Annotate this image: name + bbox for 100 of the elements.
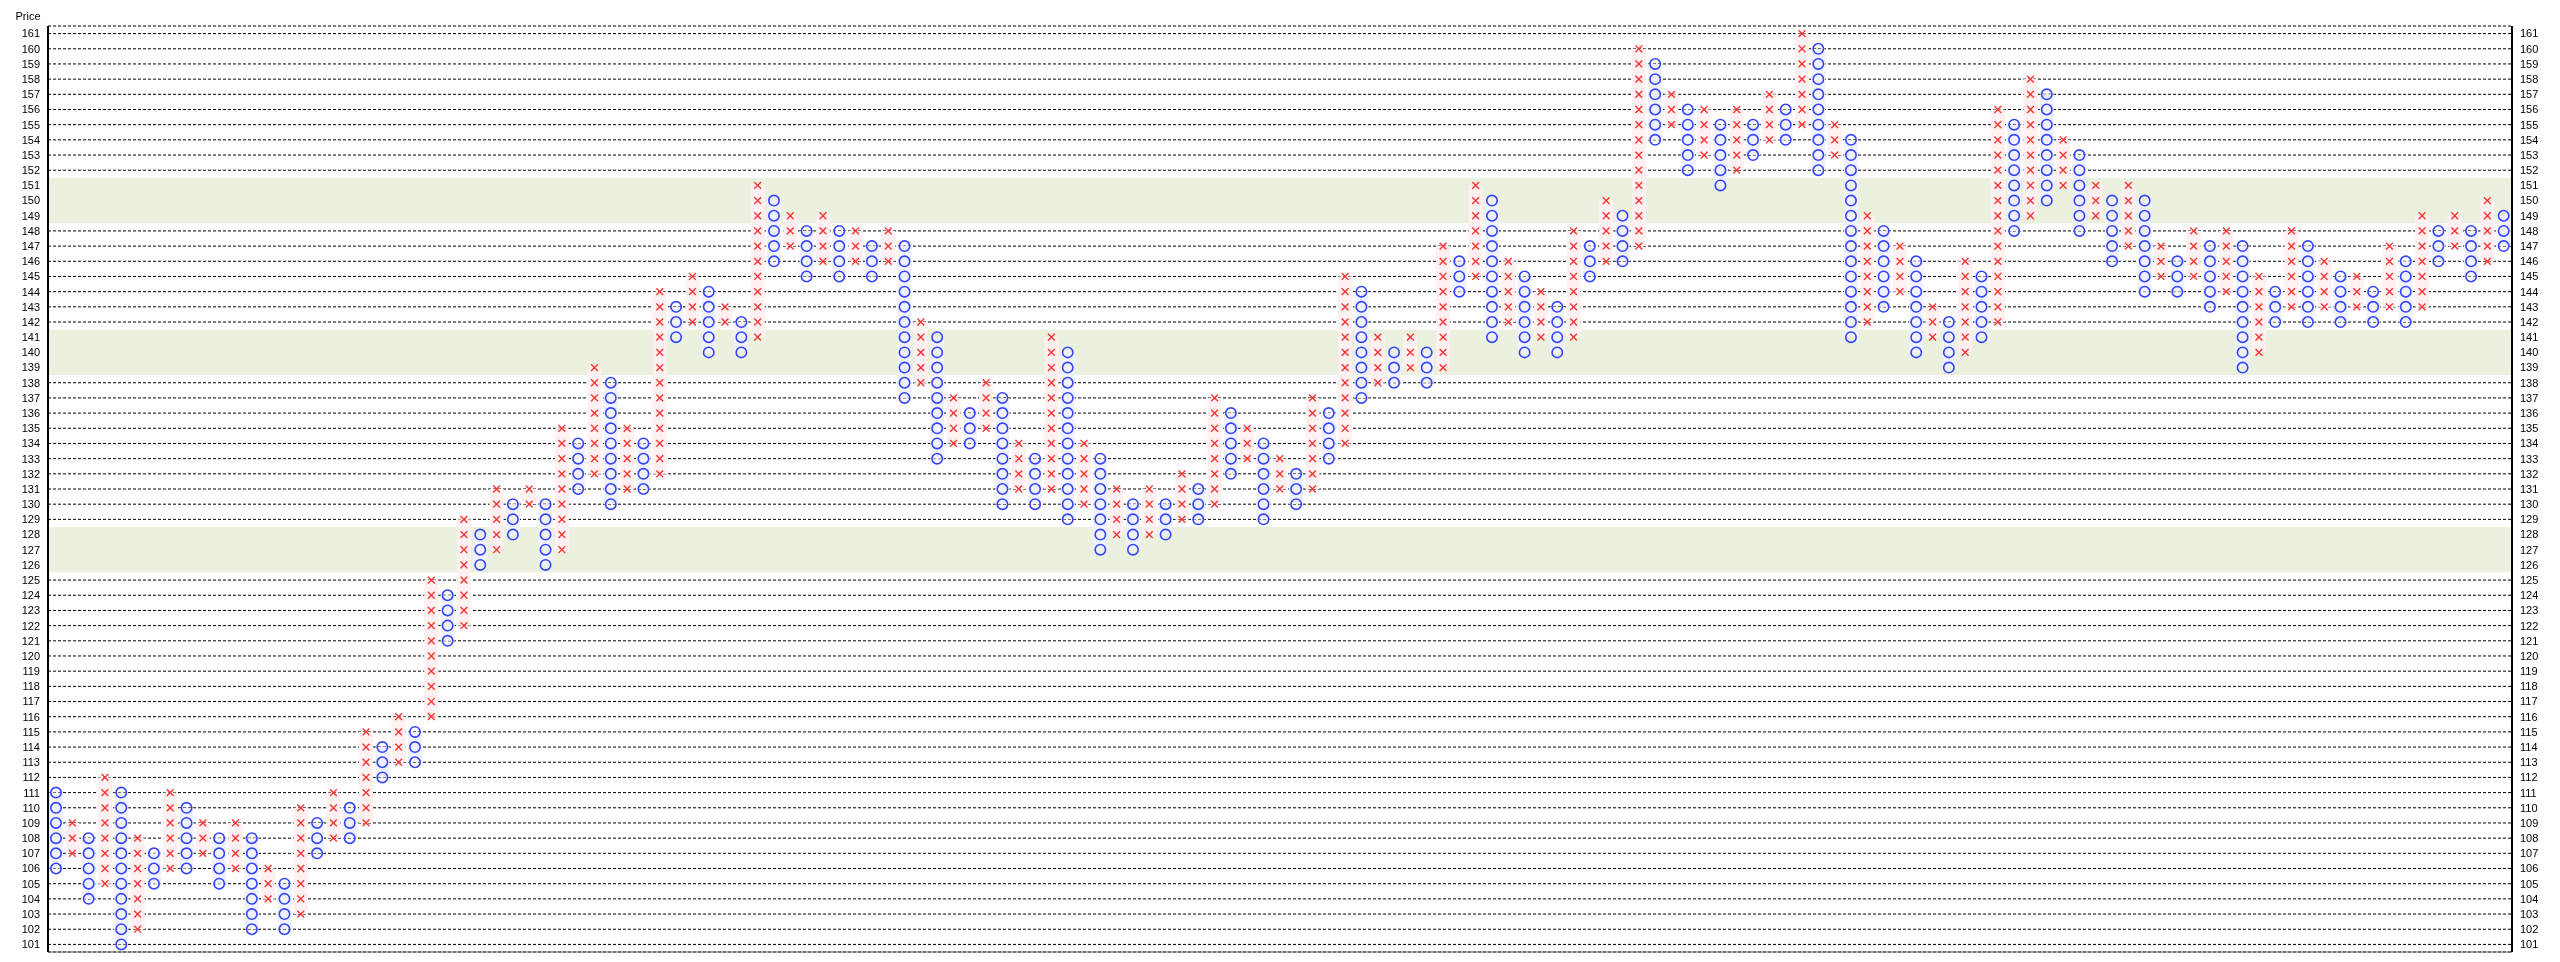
y2-tick-label: 121 xyxy=(2520,634,2539,647)
y2-tick-label: 110 xyxy=(2520,801,2538,814)
y-tick-label: 143 xyxy=(21,300,40,313)
y-tick-label: 146 xyxy=(21,255,40,268)
y2-tick-label: 150 xyxy=(2520,194,2539,207)
y-tick-label: 161 xyxy=(21,27,40,40)
y2-tick-label: 139 xyxy=(2520,361,2539,374)
y-tick-label: 135 xyxy=(21,422,40,435)
y2-tick-label: 159 xyxy=(2520,57,2539,70)
y2-tick-label: 135 xyxy=(2520,422,2539,435)
y2-tick-label: 101 xyxy=(2520,938,2539,951)
y2-tick-label: 144 xyxy=(2520,285,2539,298)
y-tick-label: 128 xyxy=(21,528,40,541)
y2-tick-label: 117 xyxy=(2520,695,2538,708)
y-tick-label: 102 xyxy=(21,923,40,936)
y2-tick-label: 112 xyxy=(2520,771,2538,784)
y-tick-label: 105 xyxy=(21,877,40,890)
y2-tick-label: 114 xyxy=(2520,740,2538,753)
y-tick-label: 107 xyxy=(21,847,40,860)
y-tick-label: 103 xyxy=(21,907,40,920)
y-tick-label: 152 xyxy=(21,164,40,177)
y2-tick-label: 136 xyxy=(2520,407,2539,419)
y-tick-label: 148 xyxy=(21,224,40,237)
y2-tick-label: 123 xyxy=(2520,604,2539,617)
y-tick-label: 147 xyxy=(21,240,40,253)
y-tick-label: 101 xyxy=(21,938,40,951)
y2-tick-label: 125 xyxy=(2520,573,2539,586)
y2-tick-label: 118 xyxy=(2520,680,2538,693)
y-tick-label: 140 xyxy=(21,346,40,359)
y2-tick-label: 102 xyxy=(2520,923,2539,936)
y2-tick-label: 132 xyxy=(2520,467,2539,480)
y-tick-label: 119 xyxy=(22,665,40,678)
y2-tick-label: 109 xyxy=(2520,816,2539,829)
y-tick-label: 122 xyxy=(21,619,40,632)
y-tick-label: 109 xyxy=(21,816,40,829)
y-tick-label: 145 xyxy=(21,270,40,283)
y-tick-label: 115 xyxy=(22,725,40,738)
y2-tick-label: 138 xyxy=(2520,376,2539,389)
y-tick-label: 160 xyxy=(21,42,40,55)
y-tick-label: 130 xyxy=(21,498,40,511)
y2-tick-label: 140 xyxy=(2520,346,2539,359)
y-tick-label: 133 xyxy=(21,452,40,465)
y-tick-label: 138 xyxy=(21,376,40,389)
y-tick-label: 116 xyxy=(22,710,40,723)
y2-tick-label: 151 xyxy=(2520,179,2539,192)
y-tick-label: 110 xyxy=(22,801,40,814)
y2-tick-label: 104 xyxy=(2520,892,2539,905)
y-tick-label: 104 xyxy=(21,892,40,905)
y2-tick-label: 154 xyxy=(2520,133,2539,146)
y-tick-label: 155 xyxy=(21,118,40,131)
y-tick-label: 150 xyxy=(21,194,40,207)
y-tick-label: 124 xyxy=(21,589,40,602)
y2-tick-label: 106 xyxy=(2520,862,2539,875)
y2-tick-label: 146 xyxy=(2520,255,2539,268)
y2-tick-label: 120 xyxy=(2520,649,2539,662)
y2-tick-label: 152 xyxy=(2520,164,2539,177)
y2-tick-label: 155 xyxy=(2520,118,2539,131)
y2-tick-label: 122 xyxy=(2520,619,2539,632)
y-tick-label: 121 xyxy=(21,634,40,647)
y-tick-label: 123 xyxy=(21,604,40,617)
y-tick-label: 151 xyxy=(21,179,40,192)
y-tick-label: 108 xyxy=(21,832,40,845)
y-tick-label: 125 xyxy=(21,573,40,586)
y-tick-label: 153 xyxy=(21,148,40,161)
y2-tick-label: 134 xyxy=(2520,437,2539,450)
y2-tick-label: 142 xyxy=(2520,315,2539,328)
y-tick-label: 120 xyxy=(21,649,40,662)
y-tick-label: 157 xyxy=(21,88,40,101)
y-tick-label: 154 xyxy=(21,133,40,146)
y2-tick-label: 108 xyxy=(2520,832,2539,845)
y2-tick-label: 158 xyxy=(2520,73,2539,86)
y-tick-label: 118 xyxy=(22,680,40,693)
y2-tick-label: 137 xyxy=(2520,391,2539,404)
y2-tick-label: 156 xyxy=(2520,103,2539,116)
y2-tick-label: 113 xyxy=(2520,756,2538,769)
y2-tick-label: 103 xyxy=(2520,907,2539,920)
y-tick-label: 158 xyxy=(21,73,40,86)
y2-tick-label: 127 xyxy=(2520,543,2539,556)
y2-tick-label: 130 xyxy=(2520,498,2539,511)
y2-tick-label: 149 xyxy=(2520,209,2539,222)
y2-tick-label: 147 xyxy=(2520,240,2539,253)
y-tick-label: 159 xyxy=(21,57,40,70)
y2-tick-label: 116 xyxy=(2520,710,2538,723)
y-tick-label: 127 xyxy=(21,543,40,556)
y-tick-label: 149 xyxy=(21,209,40,222)
y2-tick-label: 143 xyxy=(2520,300,2539,313)
y-axis-title: Price xyxy=(15,10,41,22)
y-tick-label: 137 xyxy=(21,391,40,404)
y-tick-label: 129 xyxy=(21,513,40,526)
y2-tick-label: 128 xyxy=(2520,528,2539,541)
y2-tick-label: 129 xyxy=(2520,513,2539,526)
y-tick-label: 112 xyxy=(22,771,40,784)
y-tick-label: 111 xyxy=(23,786,40,799)
y2-tick-label: 119 xyxy=(2520,665,2538,678)
y2-tick-label: 153 xyxy=(2520,148,2539,161)
y-tick-label: 144 xyxy=(21,285,40,298)
y-tick-label: 136 xyxy=(21,407,40,419)
y-tick-label: 117 xyxy=(22,695,40,708)
y2-tick-label: 148 xyxy=(2520,224,2539,237)
y2-tick-label: 161 xyxy=(2520,27,2539,40)
